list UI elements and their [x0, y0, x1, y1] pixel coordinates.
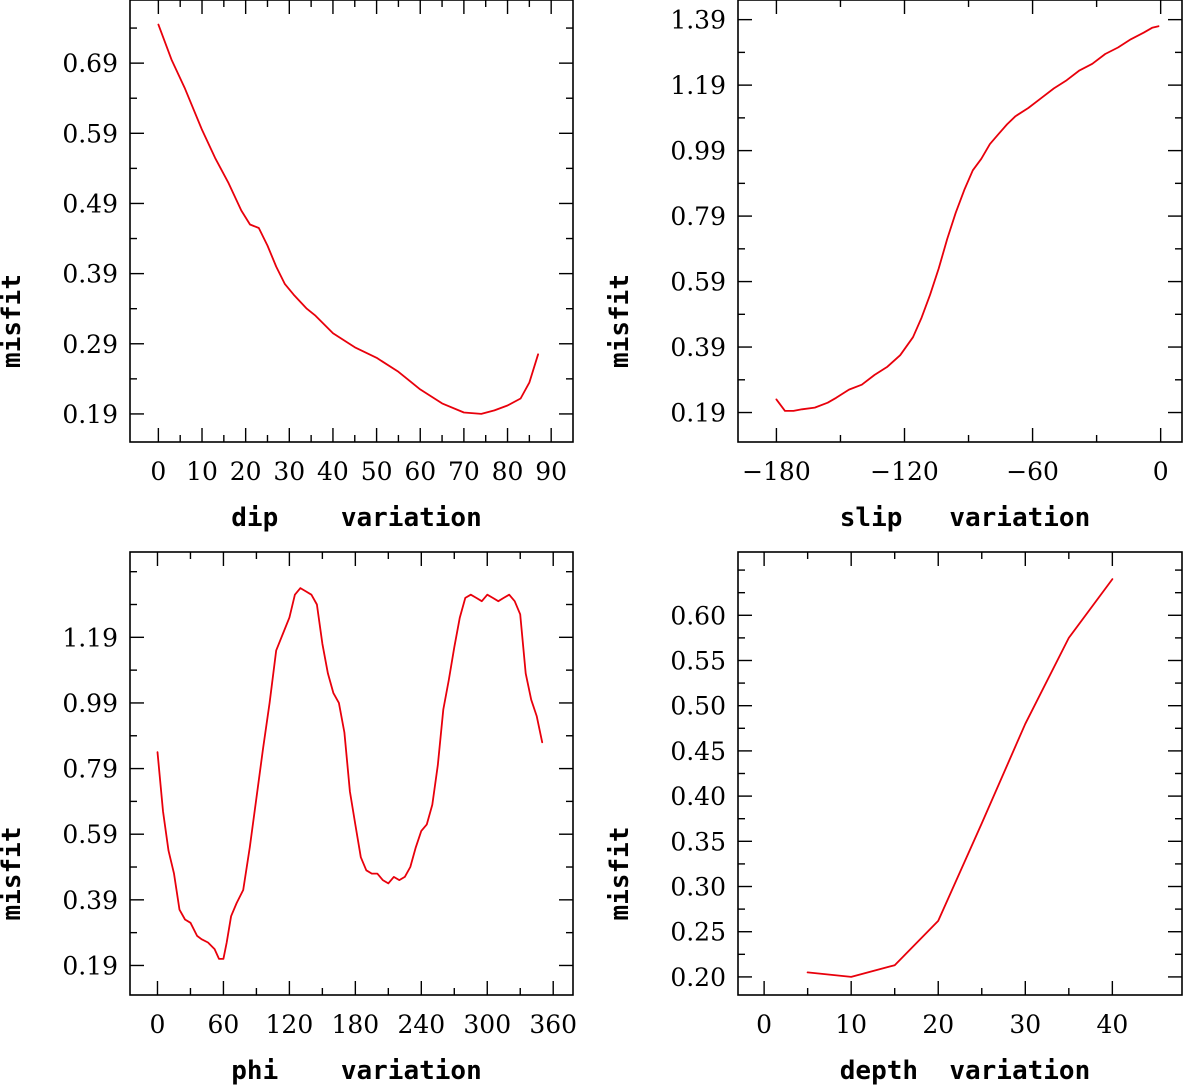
x-tick-label: −180: [742, 457, 811, 486]
x-tick-label: 0: [150, 457, 166, 486]
y-tick-label: 1.19: [62, 623, 118, 652]
y-tick-label: 0.59: [670, 268, 726, 297]
y-tick-label: 0.39: [62, 260, 118, 289]
y-axis-label: misfit: [605, 827, 635, 921]
plot-frame: [129, 0, 574, 443]
x-tick-label: 90: [535, 457, 567, 486]
y-tick-label: 0.35: [670, 827, 726, 856]
plot-frame: [129, 551, 574, 996]
y-tick-label: 0.19: [62, 951, 118, 980]
panel-slip: −180 −120 −60 0 0.19 0.39 0.59 0.79 0.99 1.19 1.39…: [605, 0, 1183, 533]
plot-frame: [737, 551, 1183, 996]
y-axis-label: misfit: [0, 274, 27, 368]
series-line-depth: [806, 578, 1114, 978]
y-tick-label: 0.69: [62, 49, 118, 78]
panel-phi: 0 60 120 180 240 300 360 0.19 0.39 0.59 0.79 0.99 1.…: [0, 551, 577, 1086]
y-tick-label: 0.99: [670, 137, 726, 166]
x-tick-label: 0: [1153, 457, 1169, 486]
y-tick-label: 0.30: [670, 873, 726, 902]
x-tick-label: 80: [492, 457, 524, 486]
x-tick-label: 10: [186, 457, 218, 486]
x-tick-label: −60: [1006, 457, 1059, 486]
y-tick-label: 0.79: [670, 202, 726, 231]
panel-depth: 0 10 20 30 40 0.20 0.25 0.30 0.35 0.40 0.45 0.50 0.5…: [605, 551, 1183, 1086]
y-tick-label: 0.50: [670, 692, 726, 721]
x-tick-label: 60: [208, 1010, 240, 1039]
x-tick-label: 50: [361, 457, 393, 486]
y-tick-label: 0.59: [62, 119, 118, 148]
x-axis-label: phi variation: [231, 1056, 481, 1086]
y-tick-label: 0.29: [62, 330, 118, 359]
y-tick-label: 0.99: [62, 689, 118, 718]
y-axis-label: misfit: [0, 827, 27, 921]
y-tick-label: 0.20: [670, 963, 726, 992]
x-tick-label: 10: [835, 1010, 867, 1039]
x-tick-label: 120: [266, 1010, 314, 1039]
x-tick-label: 60: [404, 457, 436, 486]
x-tick-label: 40: [1096, 1010, 1128, 1039]
panel-dip: 0 10 20 30 40 50 60 70 80 90 0.19 0.29 0.39 0.49 0.59 0…: [0, 0, 574, 533]
series-line-dip: [157, 23, 539, 415]
x-tick-label: 360: [529, 1010, 577, 1039]
y-tick-label: 0.39: [62, 886, 118, 915]
series-line-slip: [775, 25, 1160, 412]
y-tick-label: 0.40: [670, 782, 726, 811]
x-tick-label: 240: [397, 1010, 445, 1039]
y-tick-label: 1.39: [670, 6, 726, 35]
plot-frame: [737, 0, 1183, 443]
x-tick-label: −120: [870, 457, 939, 486]
y-tick-label: 0.39: [670, 333, 726, 362]
y-tick-label: 1.19: [670, 71, 726, 100]
x-tick-label: 0: [756, 1010, 772, 1039]
y-axis-label: misfit: [605, 274, 635, 368]
y-tick-label: 0.60: [670, 601, 726, 630]
x-tick-label: 0: [150, 1010, 166, 1039]
x-tick-label: 40: [317, 457, 349, 486]
y-tick-label: 0.19: [62, 400, 118, 429]
x-tick-label: 20: [230, 457, 262, 486]
x-tick-label: 30: [1009, 1010, 1041, 1039]
y-tick-label: 0.25: [670, 918, 726, 947]
x-tick-label: 300: [463, 1010, 511, 1039]
x-tick-label: 180: [331, 1010, 379, 1039]
x-axis-label: slip variation: [840, 503, 1090, 533]
y-tick-label: 0.79: [62, 755, 118, 784]
series-line-phi: [156, 587, 544, 960]
x-axis-label: dip variation: [231, 503, 481, 533]
y-tick-label: 0.19: [670, 399, 726, 428]
y-tick-label: 0.45: [670, 737, 726, 766]
y-tick-label: 0.55: [670, 646, 726, 675]
x-tick-label: 20: [922, 1010, 954, 1039]
x-tick-label: 30: [273, 457, 305, 486]
x-tick-label: 70: [448, 457, 480, 486]
x-axis-label: depth variation: [840, 1056, 1090, 1086]
y-tick-label: 0.49: [62, 189, 118, 218]
y-tick-label: 0.59: [62, 820, 118, 849]
